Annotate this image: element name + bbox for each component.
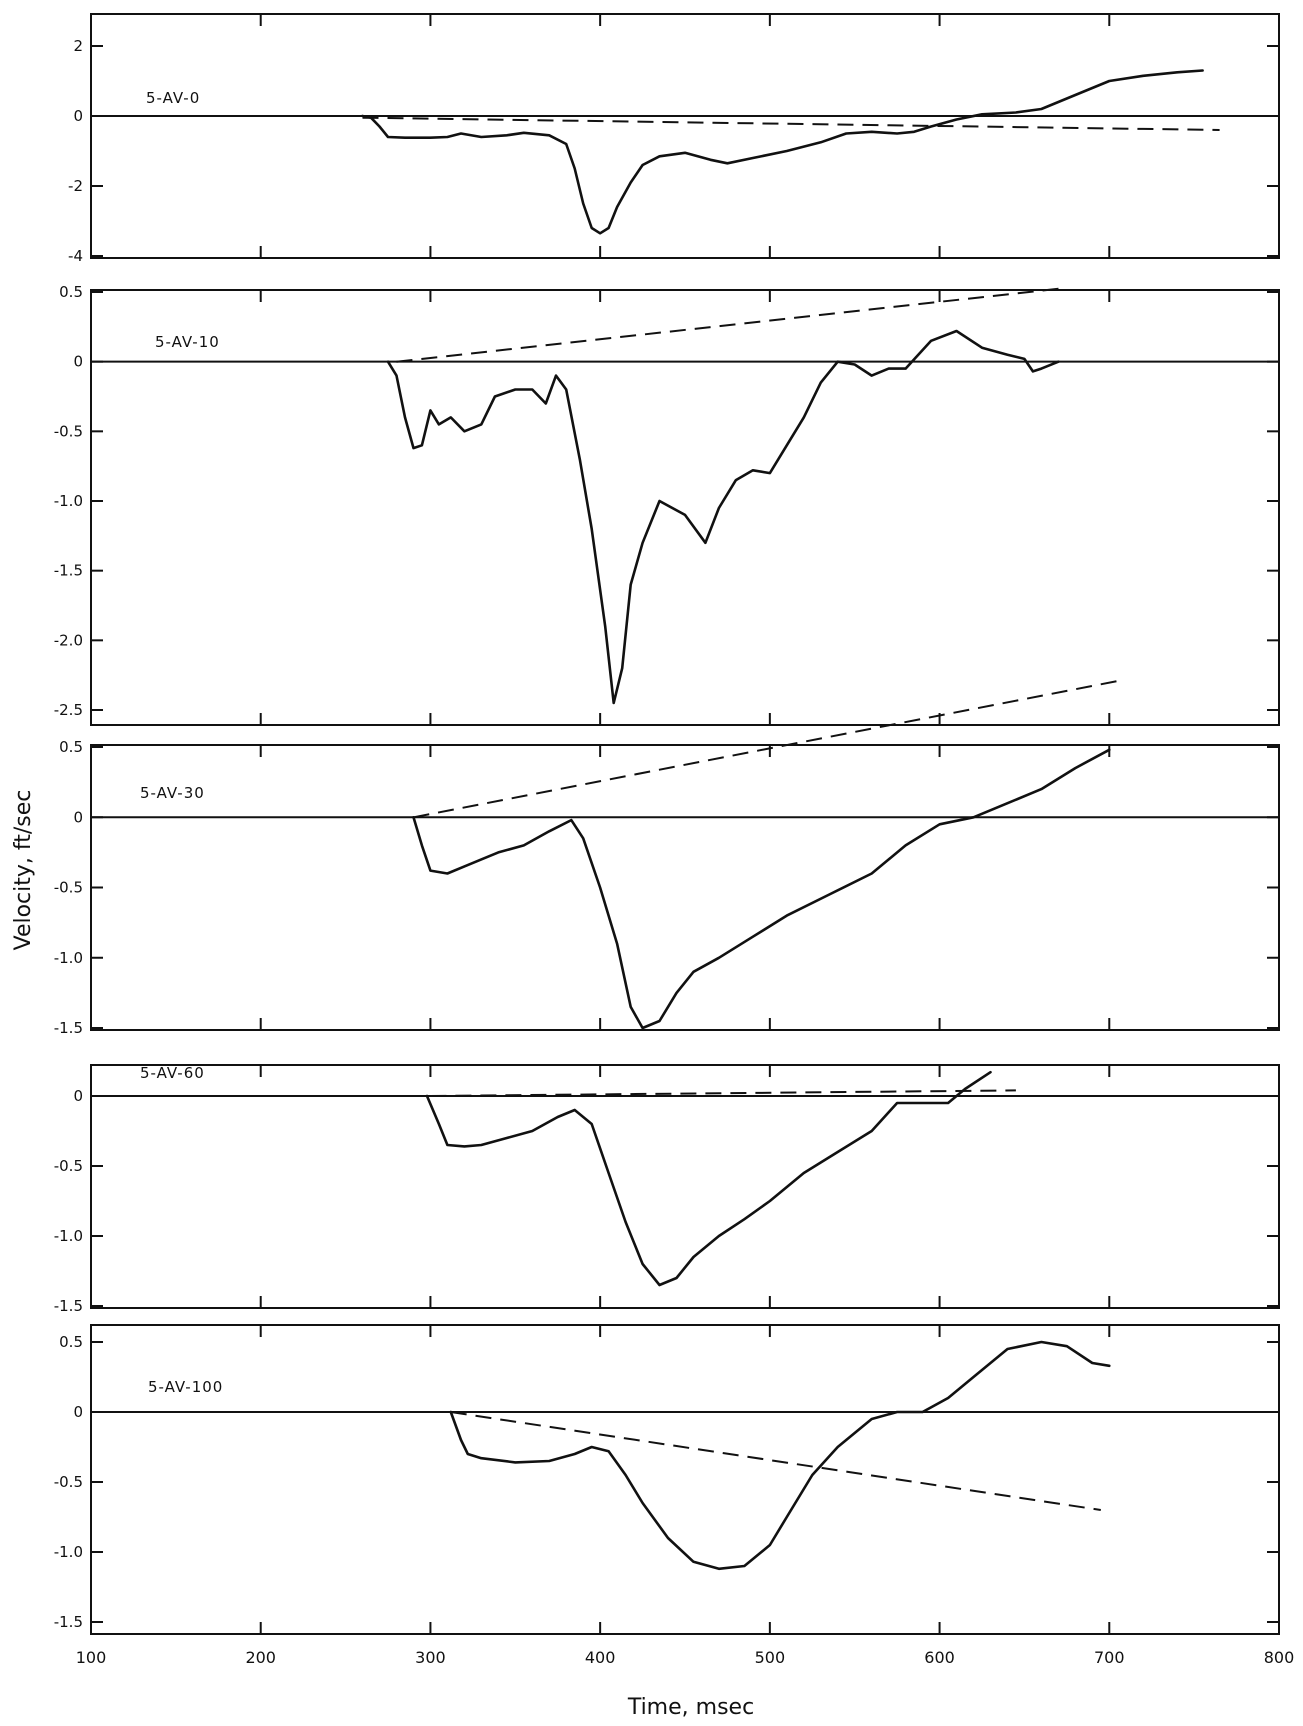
x-tick-label: 400 xyxy=(585,1648,616,1667)
y-tick-label: -1.5 xyxy=(54,1613,83,1631)
y-axis-title: Velocity, ft/sec xyxy=(11,790,36,951)
y-tick-label: 0.5 xyxy=(59,738,83,756)
y-tick-label: -2.0 xyxy=(54,631,83,649)
x-tick-label: 800 xyxy=(1264,1648,1295,1667)
y-tick-label: 0 xyxy=(73,353,83,371)
y-tick-label: 0 xyxy=(73,107,83,125)
y-tick-label: -1.0 xyxy=(54,949,83,967)
y-tick-label: 0 xyxy=(73,808,83,826)
y-tick-label: 0 xyxy=(73,1087,83,1105)
panel-5-av-60: 0 -0.5 -1.0 -1.5 5-AV-60 xyxy=(54,1064,1280,1315)
panel-5-av-100: 0.5 0 -0.5 -1.0 -1.5 5-AV-100 xyxy=(54,1324,1280,1635)
x-tick-label: 300 xyxy=(415,1648,446,1667)
x-tick-label: 600 xyxy=(924,1648,955,1667)
y-tick-label: 0 xyxy=(73,1403,83,1421)
y-tick-label: -0.5 xyxy=(54,879,83,897)
velocity-trace xyxy=(449,1340,1111,1571)
y-tick-label: -4 xyxy=(68,247,83,265)
y-tick-label: -0.5 xyxy=(54,1157,83,1175)
velocity-trace xyxy=(412,748,1111,1030)
x-tick-label: 500 xyxy=(755,1648,786,1667)
dashed-trend-line xyxy=(413,680,1118,819)
panel-frame xyxy=(90,13,1280,259)
panel-label: 5-AV-30 xyxy=(140,784,205,802)
velocity-trace xyxy=(361,69,1204,235)
y-tick-label: -2.5 xyxy=(54,701,83,719)
panel-5-av-10: 0.5 0 -0.5 -1.0 -1.5 -2.0 -2.5 5-AV-10 xyxy=(54,283,1280,726)
panel-label: 5-AV-100 xyxy=(148,1378,223,1396)
panel-5-av-30: 0.5 0 -0.5 -1.0 -1.5 5-AV-30 xyxy=(54,680,1280,1037)
panel-frame xyxy=(90,289,1280,726)
velocity-trace xyxy=(386,329,1060,705)
panel-label: 5-AV-10 xyxy=(155,333,220,351)
y-tick-label: -1.5 xyxy=(54,1297,83,1315)
panel-frame xyxy=(90,1324,1280,1635)
x-tick-label: 700 xyxy=(1094,1648,1125,1667)
y-tick-label: -2 xyxy=(68,177,83,195)
y-tick-label: -1.5 xyxy=(54,562,83,580)
y-tick-label: 0.5 xyxy=(59,283,83,301)
shared-x-axis: 100 200 300 400 500 600 700 800 xyxy=(76,1648,1295,1667)
dashed-trend-line xyxy=(430,1089,1016,1097)
panel-5-av-0: 2 0 -2 -4 5-AV-0 xyxy=(68,13,1280,265)
x-axis-title: Time, msec xyxy=(627,1695,754,1720)
y-tick-label: -1.0 xyxy=(54,1227,83,1245)
dashed-trend-line xyxy=(396,286,1068,363)
dashed-trend-line xyxy=(450,1411,1101,1511)
y-tick-label: 2 xyxy=(73,37,83,55)
y-tick-label: -1.0 xyxy=(54,492,83,510)
panel-frame xyxy=(90,1064,1280,1309)
y-tick-label: -1.5 xyxy=(54,1019,83,1037)
y-tick-label: -0.5 xyxy=(54,1473,83,1491)
dashed-trend-line xyxy=(362,116,1220,131)
panels: 2 0 -2 -4 5-AV-0 0.5 0 -0.5 -1.0 -1.5 -2.0 -2.5 5-AV… xyxy=(54,13,1280,1635)
x-tick-label: 200 xyxy=(245,1648,276,1667)
x-tick-label: 100 xyxy=(76,1648,107,1667)
panel-label: 5-AV-0 xyxy=(146,89,200,107)
y-tick-label: -0.5 xyxy=(54,422,83,440)
panel-frame xyxy=(90,744,1280,1031)
panel-label: 5-AV-60 xyxy=(140,1064,205,1082)
y-tick-label: -1.0 xyxy=(54,1543,83,1561)
velocity-trace xyxy=(425,1070,992,1287)
y-tick-label: 0.5 xyxy=(59,1333,83,1351)
